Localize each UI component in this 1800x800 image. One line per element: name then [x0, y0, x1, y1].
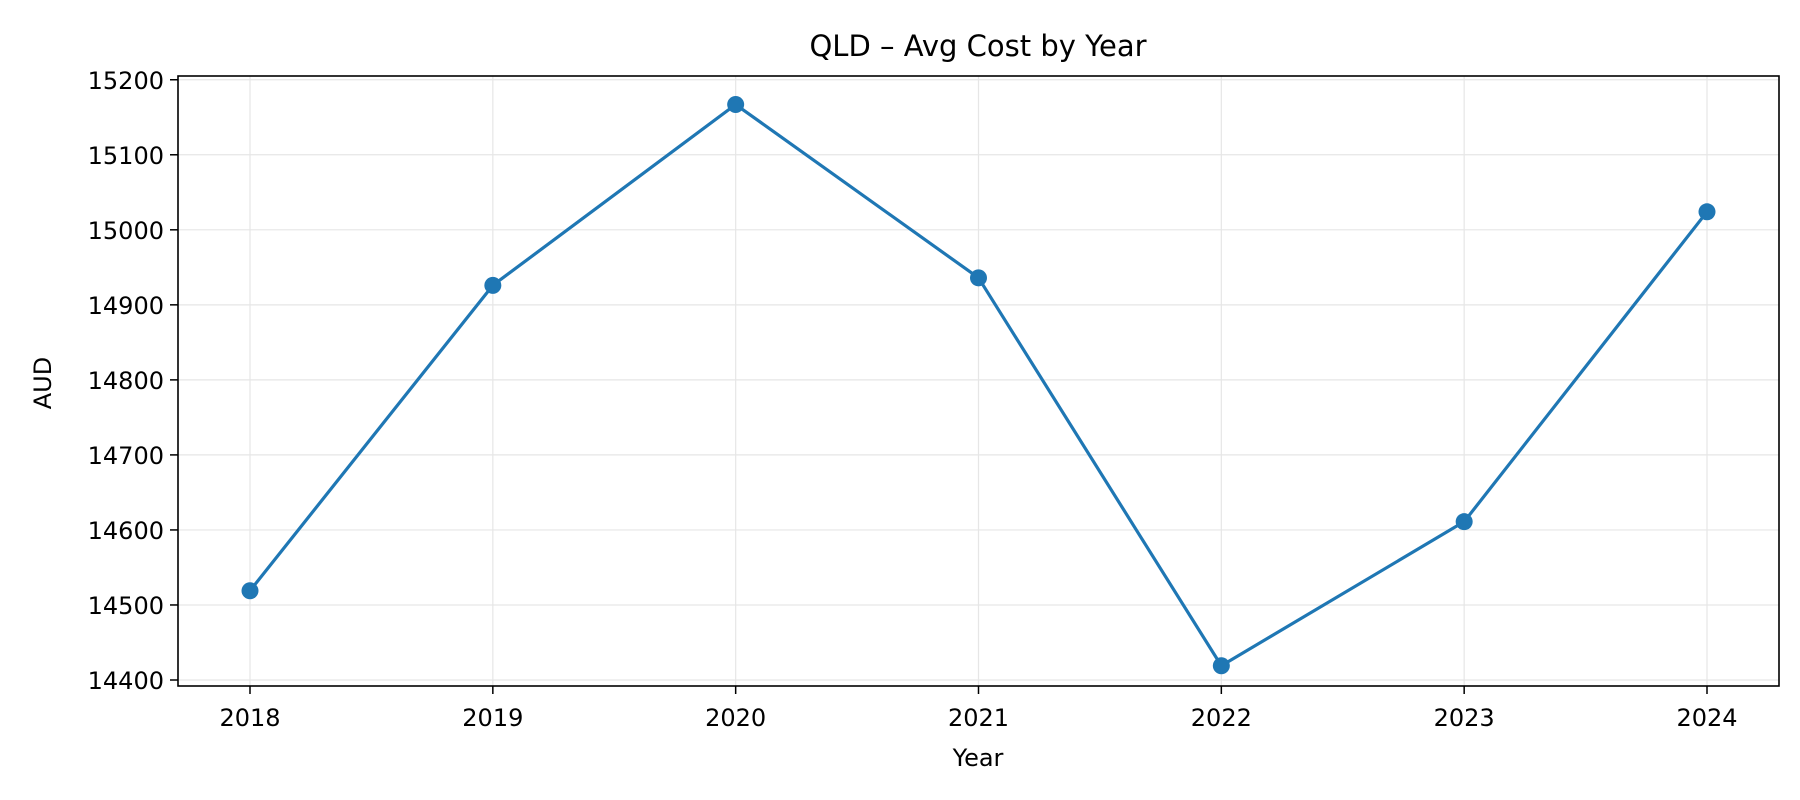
- data-point: [727, 96, 745, 114]
- x-tick-label: 2022: [1191, 704, 1252, 732]
- data-point: [1212, 657, 1230, 675]
- y-tick-label: 14500: [88, 592, 164, 620]
- x-tick-label: 2024: [1676, 704, 1737, 732]
- y-tick-label: 14800: [88, 367, 164, 395]
- grid: [178, 76, 1779, 686]
- y-axis-label: AUD: [29, 357, 57, 409]
- y-tick-label: 14400: [88, 667, 164, 695]
- data-point: [484, 276, 502, 294]
- x-axis-label: Year: [952, 744, 1004, 772]
- y-tick-label: 15000: [88, 217, 164, 245]
- y-tick-label: 15200: [88, 67, 164, 95]
- y-tick-label: 14900: [88, 292, 164, 320]
- chart-title: QLD – Avg Cost by Year: [809, 29, 1146, 63]
- data-point: [241, 582, 259, 600]
- x-tick-label: 2021: [948, 704, 1009, 732]
- x-tick-label: 2018: [219, 704, 280, 732]
- data-point: [1698, 203, 1716, 221]
- y-tick-label: 14600: [88, 517, 164, 545]
- x-tick-label: 2019: [462, 704, 523, 732]
- ticks: 2018 2019 2020 2021 2022 2023 2024 14400 14500 14…: [88, 67, 1738, 732]
- data-point: [970, 269, 987, 287]
- x-tick-label: 2023: [1434, 704, 1495, 732]
- y-tick-label: 15100: [88, 142, 164, 170]
- y-tick-label: 14700: [88, 442, 164, 470]
- series-layer: [241, 96, 1716, 675]
- data-point: [1455, 513, 1473, 531]
- x-tick-label: 2020: [705, 704, 766, 732]
